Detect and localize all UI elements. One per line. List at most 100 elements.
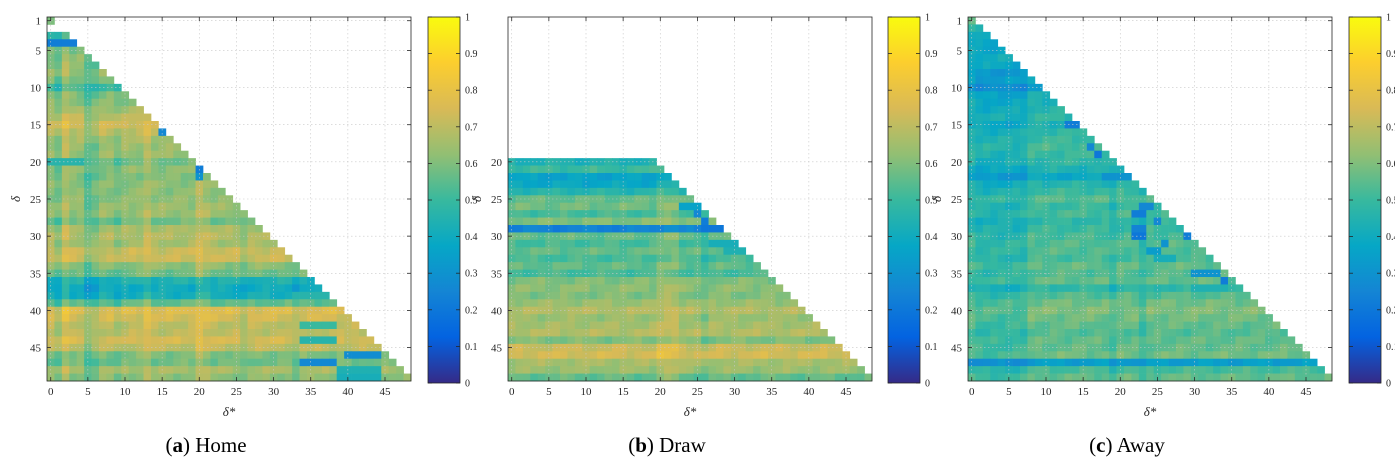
heatmap-cell — [634, 277, 643, 285]
heatmap-cell — [1086, 314, 1095, 322]
heatmap-cell — [1020, 247, 1028, 256]
heatmap-cell — [567, 210, 576, 218]
colorbar-tick-label: 0.4 — [1386, 232, 1395, 243]
heatmap-cell — [76, 277, 85, 285]
heatmap-cell — [626, 195, 635, 204]
heatmap-cell — [537, 366, 546, 374]
heatmap-cell — [1228, 284, 1236, 293]
heatmap-cell — [975, 321, 984, 330]
heatmap-cell — [567, 373, 576, 382]
heatmap-cell — [982, 202, 991, 211]
heatmap-cell — [69, 61, 78, 70]
heatmap-cell — [106, 180, 115, 189]
heatmap-cell — [641, 195, 650, 204]
heatmap-cell — [975, 232, 984, 241]
heatmap-cell — [1146, 254, 1155, 263]
heatmap-cell — [1109, 254, 1117, 263]
heatmap-cell — [1079, 239, 1088, 248]
y-tick-label: 45 — [491, 343, 503, 355]
heatmap-cell — [76, 351, 85, 360]
heatmap-cell — [128, 366, 137, 374]
heatmap-cell — [106, 254, 115, 263]
heatmap-cell — [626, 262, 635, 270]
heatmap-cell — [693, 291, 702, 300]
heatmap-cell — [508, 351, 516, 360]
heatmap-cell — [612, 195, 620, 204]
heatmap-cell — [1020, 321, 1028, 330]
heatmap-cell — [396, 366, 404, 374]
heatmap-cell — [284, 343, 293, 352]
heatmap-cell — [203, 202, 211, 211]
heatmap-cell — [827, 366, 836, 374]
heatmap-cell — [1101, 210, 1110, 218]
heatmap-cell — [708, 329, 717, 337]
heatmap-cell — [99, 106, 107, 114]
heatmap-cell — [188, 173, 196, 181]
heatmap-cell — [1012, 76, 1021, 85]
heatmap-cell — [760, 336, 769, 345]
heatmap-cell — [99, 76, 107, 85]
heatmap-cell — [277, 299, 286, 308]
heatmap-cell — [990, 46, 999, 55]
heatmap-cell — [269, 239, 278, 248]
heatmap-cell — [1138, 225, 1147, 233]
heatmap-cell — [975, 314, 984, 322]
heatmap-cell — [255, 247, 263, 256]
heatmap-cell — [567, 202, 576, 211]
heatmap-cell — [1064, 351, 1073, 360]
heatmap-cell — [76, 76, 85, 85]
heatmap-cell — [47, 336, 55, 345]
heatmap-cell — [1138, 247, 1147, 256]
heatmap-cell — [1124, 210, 1132, 218]
heatmap-cell — [121, 143, 130, 152]
heatmap-cell — [545, 254, 553, 263]
heatmap-cell — [47, 225, 55, 233]
heatmap-cell — [225, 284, 234, 293]
x-tick-label: 45 — [1301, 386, 1313, 398]
heatmap-cell — [366, 373, 375, 382]
heatmap-cell — [597, 217, 605, 226]
x-tick-label: 20 — [1115, 386, 1127, 398]
heatmap-cell — [1005, 254, 1013, 263]
heatmap-cell — [567, 358, 576, 367]
heatmap-cell — [664, 202, 672, 211]
heatmap-cell — [671, 314, 680, 322]
heatmap-cell — [522, 187, 531, 196]
heatmap-cell — [344, 351, 352, 360]
heatmap-cell — [1161, 277, 1169, 285]
heatmap-cell — [1079, 173, 1088, 181]
heatmap-cell — [151, 195, 159, 204]
heatmap-cell — [61, 314, 70, 322]
heatmap-cell — [545, 358, 553, 367]
heatmap-cell — [180, 173, 189, 181]
heatmap-cell — [188, 262, 196, 270]
heatmap-cell — [552, 277, 561, 285]
heatmap-cell — [671, 329, 680, 337]
heatmap-cell — [76, 284, 85, 293]
heatmap-cell — [1220, 291, 1229, 300]
heatmap-cell — [1280, 351, 1288, 360]
heatmap-cell — [671, 277, 680, 285]
heatmap-cell — [99, 262, 107, 270]
heatmap-cell — [1153, 358, 1162, 367]
heatmap-cell — [61, 366, 70, 374]
heatmap-cell — [997, 173, 1006, 181]
heatmap-cell — [99, 150, 107, 159]
heatmap-cell — [686, 366, 695, 374]
y-tick-label: 1 — [36, 16, 42, 28]
heatmap-cell — [649, 284, 657, 293]
heatmap-cell — [1101, 150, 1110, 159]
heatmap-cell — [128, 269, 137, 278]
heatmap-cell — [1034, 366, 1043, 374]
heatmap-cell — [136, 329, 144, 337]
heatmap-cell — [678, 239, 687, 248]
heatmap-cell — [143, 329, 152, 337]
heatmap-cell — [567, 232, 576, 241]
heatmap-cell — [1034, 91, 1043, 100]
heatmap-cell — [136, 113, 144, 122]
heatmap-cell — [1190, 254, 1199, 263]
heatmap-cell — [545, 299, 553, 308]
heatmap-cell — [619, 225, 628, 233]
heatmap-cell — [165, 158, 174, 166]
heatmap-cell — [1161, 217, 1169, 226]
